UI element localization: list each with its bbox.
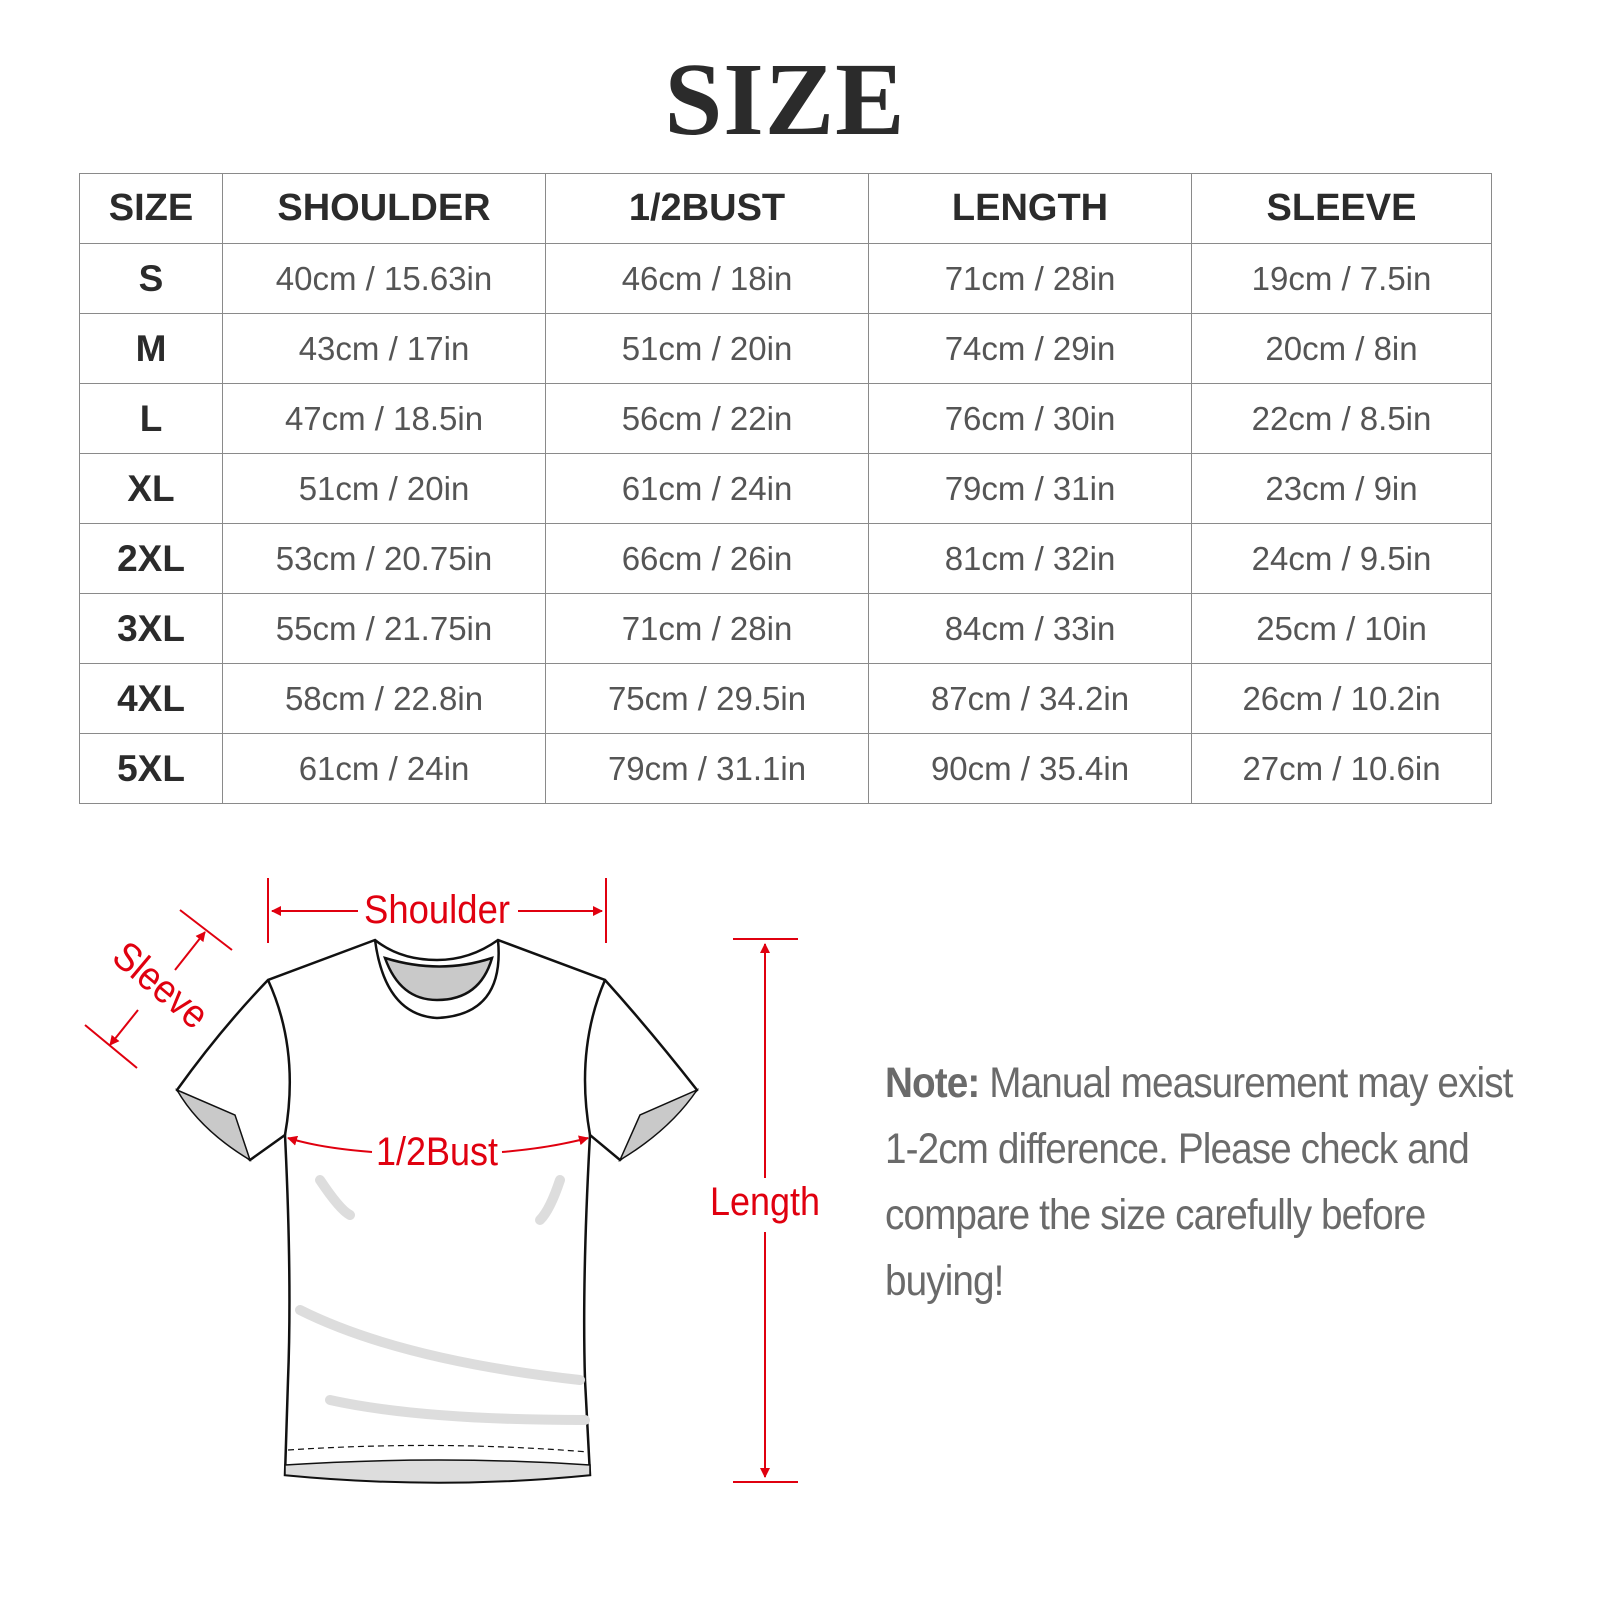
measurement-cell: 20cm / 8in [1191, 313, 1492, 384]
measurement-cell: 74cm / 29in [868, 313, 1192, 384]
measurement-cell: 25cm / 10in [1191, 593, 1492, 664]
measurement-cell: 81cm / 32in [868, 523, 1192, 594]
note: Note: Manual measurement may exist 1-2cm… [885, 1050, 1515, 1314]
column-header: LENGTH [868, 173, 1192, 244]
sleeve-label: Sleeve [104, 933, 217, 1037]
measurement-cell: 27cm / 10.6in [1191, 733, 1492, 804]
table-row: 4XL 58cm / 22.8in 75cm / 29.5in 87cm / 34.2… [79, 663, 1492, 734]
measurement-cell: 53cm / 20.75in [222, 523, 546, 594]
table-row: 2XL 53cm / 20.75in 66cm / 26in 81cm / 32in 2… [79, 523, 1492, 594]
column-header: 1/2BUST [545, 173, 869, 244]
measurement-cell: 19cm / 7.5in [1191, 243, 1492, 314]
note-label: Note: [885, 1059, 980, 1107]
measurement-cell: 76cm / 30in [868, 383, 1192, 454]
measurement-cell: 55cm / 21.75in [222, 593, 546, 664]
measurement-cell: 66cm / 26in [545, 523, 869, 594]
page-title: SIZE [664, 42, 906, 157]
size-table: SIZE SHOULDER 1/2BUST LENGTH SLEEVE S 40cm / … [79, 173, 1492, 804]
measurement-cell: 23cm / 9in [1191, 453, 1492, 524]
measurement-cell: 61cm / 24in [545, 453, 869, 524]
measurement-cell: 56cm / 22in [545, 383, 869, 454]
measurement-cell: 51cm / 20in [222, 453, 546, 524]
length-label: Length [710, 1180, 820, 1224]
measurement-cell: 90cm / 35.4in [868, 733, 1192, 804]
measurement-cell: 71cm / 28in [545, 593, 869, 664]
measurement-cell: 58cm / 22.8in [222, 663, 546, 734]
measurement-cell: 79cm / 31.1in [545, 733, 869, 804]
measurement-cell: 51cm / 20in [545, 313, 869, 384]
size-cell: 3XL [79, 593, 223, 664]
measurement-cell: 75cm / 29.5in [545, 663, 869, 734]
tshirt-icon [175, 938, 700, 1484]
table-row: 3XL 55cm / 21.75in 71cm / 28in 84cm / 33in 2… [79, 593, 1492, 664]
measurement-cell: 22cm / 8.5in [1191, 383, 1492, 454]
column-header: SHOULDER [222, 173, 546, 244]
measurement-cell: 40cm / 15.63in [222, 243, 546, 314]
table-row: 5XL 61cm / 24in 79cm / 31.1in 90cm / 35.4in… [79, 733, 1492, 804]
table-row: M 43cm / 17in 51cm / 20in 74cm / 29in 20cm /… [79, 313, 1492, 384]
measurement-cell: 43cm / 17in [222, 313, 546, 384]
size-cell: 2XL [79, 523, 223, 594]
size-cell: XL [79, 453, 223, 524]
measurement-cell: 71cm / 28in [868, 243, 1192, 314]
table-header-row: SIZE SHOULDER 1/2BUST LENGTH SLEEVE [79, 173, 1492, 244]
size-cell: M [79, 313, 223, 384]
measurement-cell: 26cm / 10.2in [1191, 663, 1492, 734]
size-cell: 5XL [79, 733, 223, 804]
size-cell: 4XL [79, 663, 223, 734]
column-header: SLEEVE [1191, 173, 1492, 244]
measurement-cell: 79cm / 31in [868, 453, 1192, 524]
measurement-cell: 61cm / 24in [222, 733, 546, 804]
measurement-cell: 84cm / 33in [868, 593, 1192, 664]
table-row: XL 51cm / 20in 61cm / 24in 79cm / 31in 23cm … [79, 453, 1492, 524]
tshirt-measurement-diagram: Shoulder 1/2Bust Length Sleeve [84, 878, 820, 1484]
shoulder-label: Shoulder [364, 888, 510, 932]
table-row: S 40cm / 15.63in 46cm / 18in 71cm / 28in 19c… [79, 243, 1492, 314]
measurement-cell: 47cm / 18.5in [222, 383, 546, 454]
column-header: SIZE [79, 173, 223, 244]
table-row: L 47cm / 18.5in 56cm / 22in 76cm / 30in 22cm… [79, 383, 1492, 454]
size-cell: L [79, 383, 223, 454]
measurement-cell: 24cm / 9.5in [1191, 523, 1492, 594]
size-cell: S [79, 243, 223, 314]
measurement-cell: 46cm / 18in [545, 243, 869, 314]
note-text: Manual measurement may exist 1-2cm diffe… [885, 1059, 1513, 1305]
measurement-cell: 87cm / 34.2in [868, 663, 1192, 734]
bust-label: 1/2Bust [376, 1130, 498, 1174]
